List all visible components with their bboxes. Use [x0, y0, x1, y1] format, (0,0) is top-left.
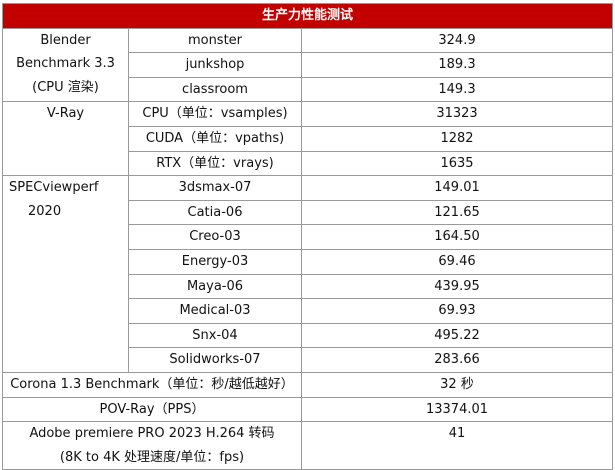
item-cell: Maya-06: [128, 273, 302, 300]
povray-value: 13374.01: [301, 396, 613, 423]
category-blender-line-2: Benchmark 3.3: [16, 56, 115, 72]
item-cell: monster: [128, 27, 302, 54]
value-cell: 69.46: [301, 248, 613, 275]
item-cell: CPU（单位：vsamples): [128, 101, 302, 127]
title-row: 生产力性能测试: [2, 3, 613, 29]
table-row: SPECviewperf 2020 3dsmax-07 149.01: [2, 175, 613, 373]
category-blender: Blender Benchmark 3.3 (CPU 渲染): [2, 27, 129, 103]
value-cell: 1282: [301, 125, 613, 152]
value-cell: 1635: [301, 150, 613, 177]
item-cell: Energy-03: [128, 248, 302, 275]
page: 生产力性能测试 Blender Benchmark 3.3 (CPU 渲染) m…: [2, 3, 613, 470]
premiere-value: 41: [301, 421, 613, 470]
item-cell: Medical-03: [128, 298, 302, 324]
corona-label: Corona 1.3 Benchmark（单位：秒/越低越好）: [2, 371, 302, 398]
value-cell: 69.93: [301, 298, 613, 324]
premiere-label-line-2: (8K to 4K 处理速度/单位：fps): [59, 449, 245, 465]
item-cell: CUDA（单位：vpaths): [128, 125, 302, 152]
corona-value: 32 秒: [301, 371, 613, 398]
table-row: Corona 1.3 Benchmark（单位：秒/越低越好） 32 秒: [2, 371, 613, 398]
value-cell: 121.65: [301, 199, 613, 226]
value-cell: 149.01: [301, 175, 613, 201]
value-cell: 149.3: [301, 76, 613, 103]
table-row: junkshop 189.3: [3, 52, 613, 78]
value-cell: 439.95: [301, 273, 613, 300]
value-cell: 189.3: [301, 52, 613, 78]
table-row: Maya-06 439.95: [3, 273, 613, 300]
table-row: classroom 149.3: [3, 76, 613, 103]
item-cell: classroom: [128, 76, 302, 103]
premiere-label: Adobe premiere PRO 2023 H.264 转码 (8K to …: [2, 421, 302, 470]
premiere-label-line-1: Adobe premiere PRO 2023 H.264 转码: [29, 426, 275, 442]
table-row: CUDA（单位：vpaths) 1282: [3, 125, 613, 152]
item-cell: Creo-03: [128, 224, 302, 250]
table-row: Blender Benchmark 3.3 (CPU 渲染) monster 3…: [2, 27, 613, 103]
povray-label: POV-Ray（PPS）: [2, 396, 302, 423]
category-vray: V-Ray: [2, 101, 129, 177]
item-cell: Catia-06: [128, 199, 302, 226]
item-cell: Snx-04: [128, 322, 302, 349]
category-blender-line-3: (CPU 渲染): [32, 79, 99, 95]
table-row: RTX（单位：vrays) 1635: [3, 150, 613, 177]
table-row: Adobe premiere PRO 2023 H.264 转码 (8K to …: [2, 421, 613, 470]
value-cell: 324.9: [301, 27, 613, 54]
table-title: 生产力性能测试: [2, 3, 613, 29]
value-cell: 31323: [301, 101, 613, 127]
value-cell: 495.22: [301, 322, 613, 349]
table-row: Energy-03 69.46: [3, 248, 613, 275]
value-cell: 283.66: [301, 347, 613, 373]
item-cell: junkshop: [128, 52, 302, 78]
category-blender-line-1: Blender: [40, 32, 91, 48]
table-row: Catia-06 121.65: [3, 199, 613, 226]
category-specviewperf-line-2: 2020: [28, 203, 62, 219]
category-specviewperf: SPECviewperf 2020: [2, 175, 129, 373]
table-row: POV-Ray（PPS） 13374.01: [2, 396, 613, 423]
table-row: Creo-03 164.50: [3, 224, 613, 250]
item-cell: Solidworks-07: [128, 347, 302, 373]
category-specviewperf-line-1: SPECviewperf: [9, 180, 99, 196]
item-cell: 3dsmax-07: [128, 175, 302, 201]
value-cell: 164.50: [301, 224, 613, 250]
benchmark-table: 生产力性能测试 Blender Benchmark 3.3 (CPU 渲染) m…: [2, 3, 613, 470]
item-cell: RTX（单位：vrays): [128, 150, 302, 177]
table-row: Snx-04 495.22: [3, 322, 613, 349]
table-row: V-Ray CPU（单位：vsamples) 31323: [2, 101, 613, 177]
